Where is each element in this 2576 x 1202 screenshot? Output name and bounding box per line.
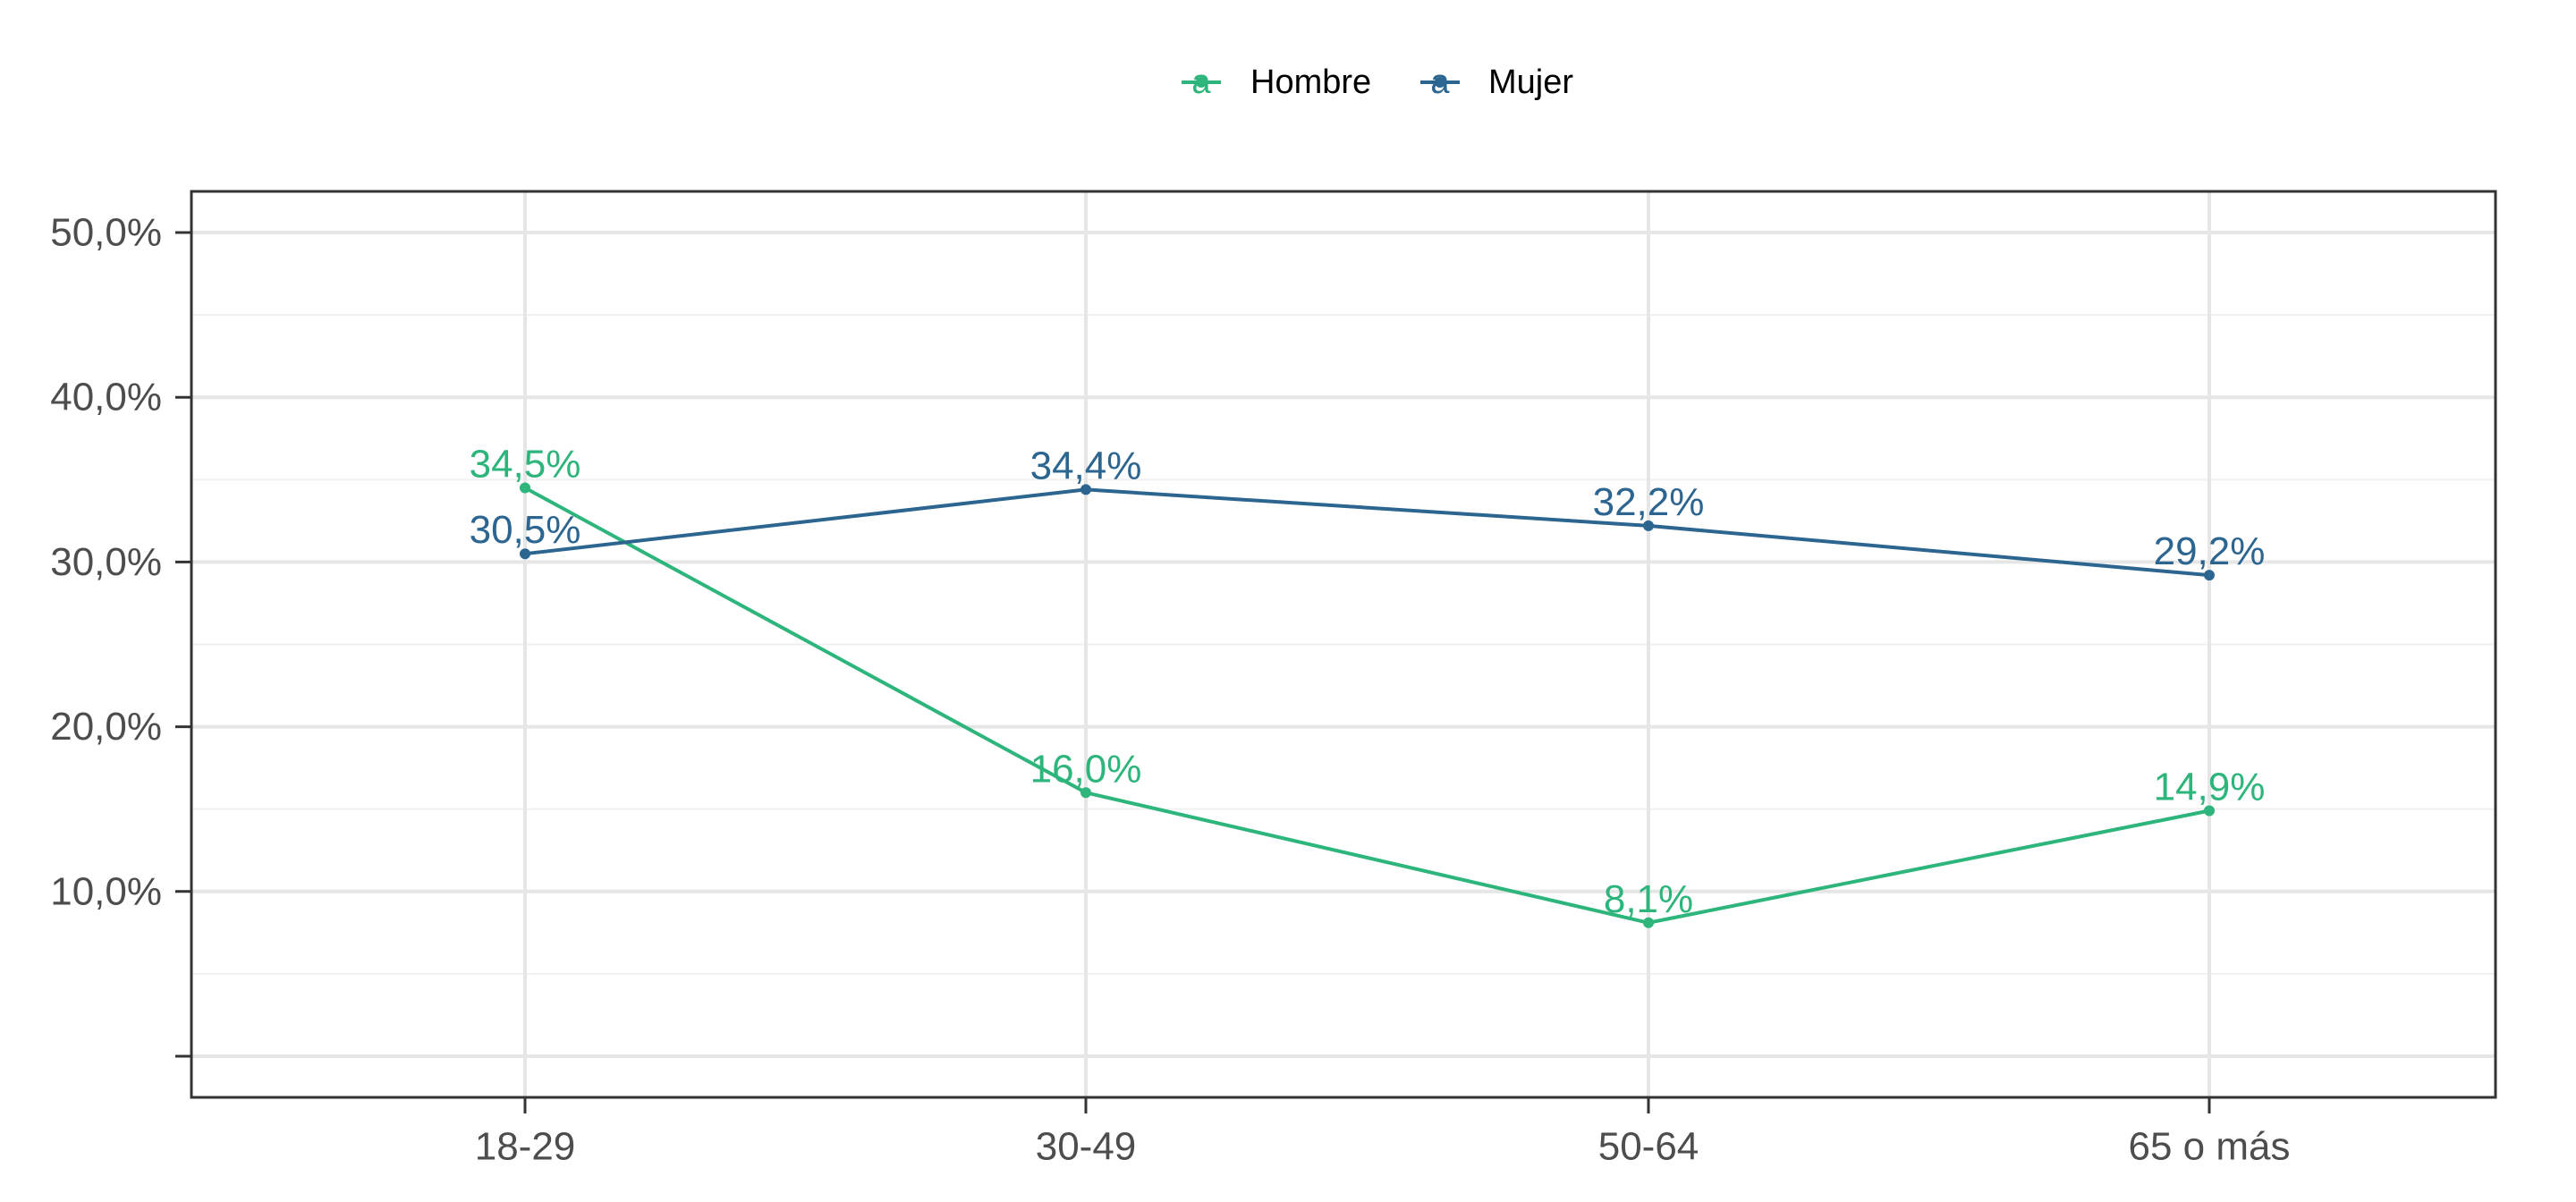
y-tick-label: 10,0% xyxy=(50,869,162,913)
x-tick-label: 18-29 xyxy=(475,1125,576,1169)
legend-label-hombre: Hombre xyxy=(1250,63,1371,101)
data-labels: 34,5% 16,0% 8,1% 14,9% 30,5% 34,4% 32,2% 29,2% xyxy=(470,443,2266,921)
data-point-hombre xyxy=(1080,787,1091,799)
data-point-hombre xyxy=(1643,917,1654,928)
y-tick-label: 20,0% xyxy=(50,705,162,749)
legend: a Hombre a Mujer xyxy=(1182,63,1573,101)
data-label-mujer: 29,2% xyxy=(2154,529,2266,573)
x-tick-label: 65 o más xyxy=(2129,1125,2291,1169)
y-tick-label: 30,0% xyxy=(50,540,162,584)
data-label-hombre: 16,0% xyxy=(1030,747,1142,791)
x-tick-label: 50-64 xyxy=(1598,1125,1699,1169)
major-gridlines xyxy=(191,191,2496,1097)
legend-key-glyph-mujer: a xyxy=(1430,63,1450,101)
data-label-mujer: 32,2% xyxy=(1593,480,1705,524)
minor-gridlines xyxy=(191,314,2496,975)
data-point-mujer xyxy=(2204,570,2215,581)
data-point-mujer xyxy=(1643,520,1654,531)
data-point-mujer xyxy=(1080,484,1091,495)
data-point-mujer xyxy=(520,548,530,560)
legend-key-point-hombre xyxy=(1196,77,1207,88)
data-point-hombre xyxy=(520,482,530,494)
plot-panel-border xyxy=(190,190,2497,1099)
data-label-hombre: 8,1% xyxy=(1604,877,1693,921)
data-label-hombre: 34,5% xyxy=(470,443,581,487)
series-line-mujer xyxy=(524,487,2210,578)
legend-key-glyph-hombre: a xyxy=(1191,63,1211,101)
data-label-hombre: 14,9% xyxy=(2154,766,2266,809)
series-layer xyxy=(520,482,2215,928)
data-label-mujer: 30,5% xyxy=(470,508,581,552)
data-point-hombre xyxy=(2204,805,2215,817)
y-tick-label: 50,0% xyxy=(50,211,162,255)
y-tick-label: 40,0% xyxy=(50,376,162,419)
series-line-hombre xyxy=(524,486,2210,925)
legend-key-point-mujer xyxy=(1435,77,1445,88)
data-label-mujer: 34,4% xyxy=(1030,444,1142,487)
axes: 10,0% 20,0% 30,0% 40,0% 50,0% 18-29 30-49 50-64… xyxy=(50,211,2290,1169)
legend-label-mujer: Mujer xyxy=(1488,63,1573,101)
x-tick-label: 30-49 xyxy=(1036,1125,1137,1169)
